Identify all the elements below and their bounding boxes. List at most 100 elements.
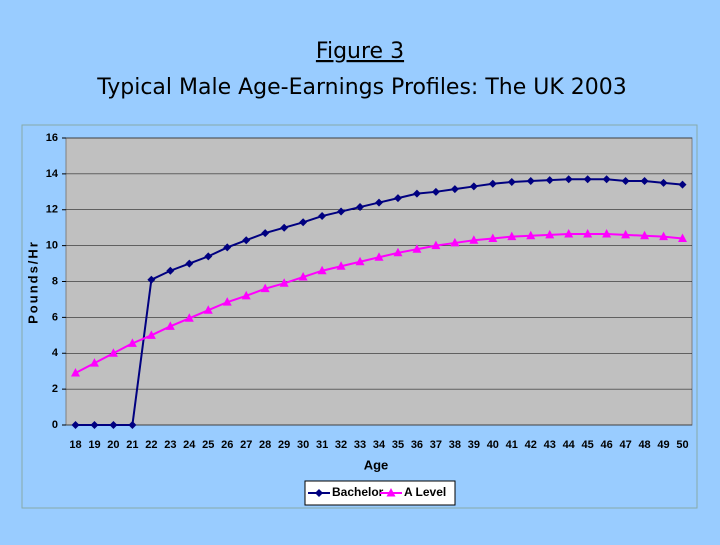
point [450,185,459,194]
point [564,175,573,184]
x-tick-label: 39 [468,439,480,451]
x-tick-label: 38 [449,439,461,451]
point [222,297,232,306]
x-tick-label: 28 [259,439,271,451]
point [545,176,554,185]
x-tick-label: 40 [487,439,499,451]
point [583,228,593,238]
point [89,358,99,367]
point [412,189,421,198]
point [602,228,612,238]
y-tick-label: 6 [52,311,58,323]
point [450,237,460,247]
point [640,177,649,186]
point [678,233,688,242]
point [109,421,118,429]
point [602,175,611,184]
point [108,348,118,357]
x-tick-label: 48 [638,439,650,451]
x-tick-label: 32 [335,439,347,451]
point [317,265,327,275]
point [393,247,403,257]
point [146,330,156,339]
y-tick-label: 12 [46,204,58,216]
point [147,275,156,284]
point [412,244,422,253]
y-tick-label: 10 [46,240,58,252]
point [659,178,668,187]
point [507,231,517,241]
slide-title: Figure 3 [316,39,404,64]
point [184,313,194,322]
x-tick-label: 22 [145,439,157,451]
point [165,321,175,330]
point [241,290,251,300]
y-tick-label: 14 [46,168,59,180]
x-tick-label: 24 [183,439,196,451]
point [185,259,194,268]
point [488,233,498,242]
point [374,252,384,261]
point [526,177,535,186]
point [204,252,213,261]
legend-marker [386,488,396,497]
x-tick-label: 35 [392,439,404,451]
point [70,367,80,377]
point [431,187,440,196]
point [242,236,251,245]
point [526,230,536,240]
point [469,182,478,191]
x-tick-label: 46 [601,439,613,451]
x-tick-label: 30 [297,439,309,451]
point [203,305,213,314]
point [469,235,479,244]
point [260,283,270,293]
x-tick-label: 44 [563,439,576,451]
point [488,179,497,188]
x-tick-label: 20 [107,439,119,451]
point [71,421,80,429]
x-tick-label: 26 [221,439,233,451]
y-tick-label: 8 [52,275,58,287]
x-tick-label: 31 [316,439,328,451]
x-tick-label: 50 [676,439,688,451]
point [279,278,289,287]
x-tick-label: 25 [202,439,214,451]
legend-label: Bachelor [332,485,384,499]
point [545,229,555,239]
x-tick-label: 29 [278,439,290,451]
point [90,421,99,429]
x-tick-label: 21 [126,439,138,451]
x-tick-label: 34 [373,439,386,451]
x-tick-label: 18 [69,439,81,451]
point [621,229,631,239]
point [659,231,669,241]
point [128,421,137,429]
point [298,272,308,281]
point [678,180,687,189]
x-tick-label: 47 [619,439,631,451]
x-tick-label: 37 [430,439,442,451]
point [127,338,137,347]
point [355,256,365,266]
x-tick-label: 43 [544,439,556,451]
y-tick-label: 0 [52,419,58,431]
point [640,230,650,240]
y-tick-label: 4 [52,347,59,359]
x-tick-label: 41 [506,439,518,451]
point [393,194,402,203]
point [318,212,327,221]
point [431,240,441,250]
x-tick-label: 33 [354,439,366,451]
legend-label: A Level [404,485,446,499]
x-tick-label: 27 [240,439,252,451]
point [261,229,270,238]
point [337,207,346,216]
point [621,177,630,186]
point [583,175,592,184]
legend-marker [315,489,323,497]
slide-subtitle: Typical Male Age-Earnings Profiles: The … [96,75,627,100]
point [375,198,383,207]
